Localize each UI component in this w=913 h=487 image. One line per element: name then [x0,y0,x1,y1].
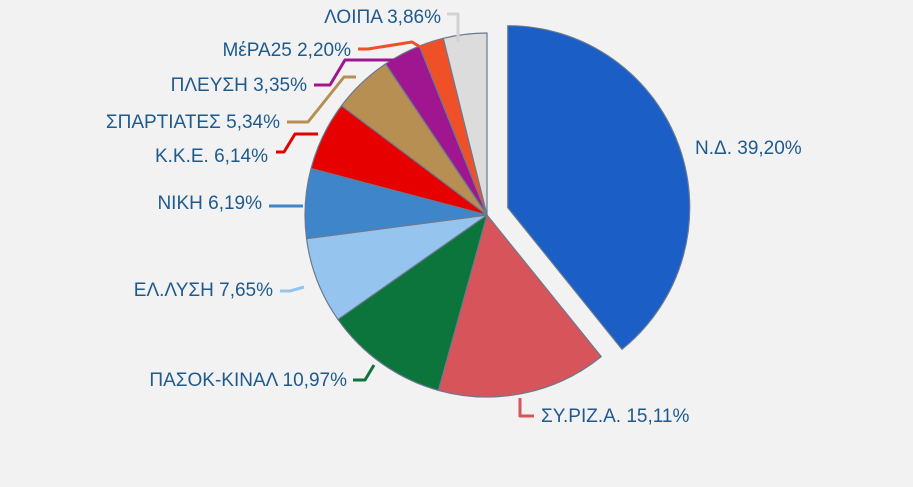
leader-line [314,58,394,87]
pie-slice [507,25,691,350]
leader-lines [269,12,668,418]
pie-slice [337,214,488,391]
leader-line [276,132,318,154]
slice-label: ΠΛΕΥΣΗ 3,35% [171,75,307,96]
slice-label: ΝΙΚΗ 6,19% [157,193,262,214]
slice-label: ΕΛ.ΛΥΣΗ 7,65% [134,280,273,301]
leader-line [358,40,423,51]
slice-label: Ν.Δ. 39,20% [695,138,802,159]
leader-line [287,75,356,124]
slice-label: ΛΟΙΠΑ 3,86% [324,7,441,28]
leader-line [518,398,534,418]
pie-slice [437,214,602,398]
leader-line [353,364,376,382]
pie-slices [304,25,691,398]
slice-label: ΣΥ.ΡΙΖ.Α. 15,11% [541,406,689,427]
slice-label: Κ.Κ.Ε. 6,14% [155,146,268,167]
slice-label: ΠΑΣΟΚ-ΚΙΝΑΛ 10,97% [149,370,347,391]
leader-line [447,12,460,42]
slice-labels: Ν.Δ. 39,20% ΣΥ.ΡΙΖ.Α. 15,11% ΠΑΣΟΚ-ΚΙΝΑΛ 1… [106,7,802,427]
leader-line [280,285,305,293]
slice-label: ΣΠΑΡΤΙΑΤΕΣ 5,34% [106,112,280,133]
pie-slice [442,32,488,216]
slice-label: ΜέΡΑ25 2,20% [222,40,351,61]
